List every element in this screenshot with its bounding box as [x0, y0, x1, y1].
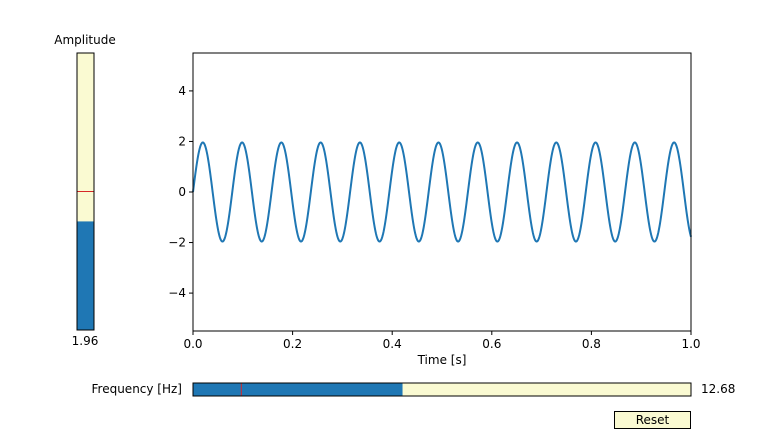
x-tick-label: 1.0	[681, 337, 700, 351]
amplitude-slider-border	[76, 52, 95, 331]
frequency-slider[interactable]	[192, 382, 692, 397]
frequency-slider-label: Frequency [Hz]	[92, 382, 183, 396]
x-tick-label: 0.8	[582, 337, 601, 351]
x-axis-label: Time [s]	[417, 353, 467, 367]
amplitude-slider-fill[interactable]	[77, 221, 94, 330]
x-tick-label: 0.2	[283, 337, 302, 351]
y-tick-label: −4	[168, 286, 186, 300]
y-tick-label: 0	[178, 185, 186, 199]
x-tick-label: 0.6	[482, 337, 501, 351]
y-tick-label: 2	[178, 134, 186, 148]
amplitude-slider-label: Amplitude	[54, 33, 116, 47]
frequency-slider-border	[192, 382, 692, 397]
frequency-slider-value: 12.68	[701, 382, 735, 396]
x-tick-label: 0.4	[383, 337, 402, 351]
amplitude-slider[interactable]	[76, 52, 95, 331]
y-tick-label: 4	[178, 84, 186, 98]
frequency-slider-fill[interactable]	[193, 383, 403, 396]
amplitude-slider-value: 1.96	[72, 334, 99, 348]
series-line	[192, 141, 692, 243]
y-tick-label: −2	[168, 236, 186, 250]
x-tick-label: 0.0	[183, 337, 202, 351]
plot-background	[193, 53, 691, 331]
plot-area: 0.0 0.2 0.4 0.6 0.8 1.0 −4 −2 0 2 4	[168, 52, 701, 351]
reset-button[interactable]: Reset	[614, 411, 691, 429]
